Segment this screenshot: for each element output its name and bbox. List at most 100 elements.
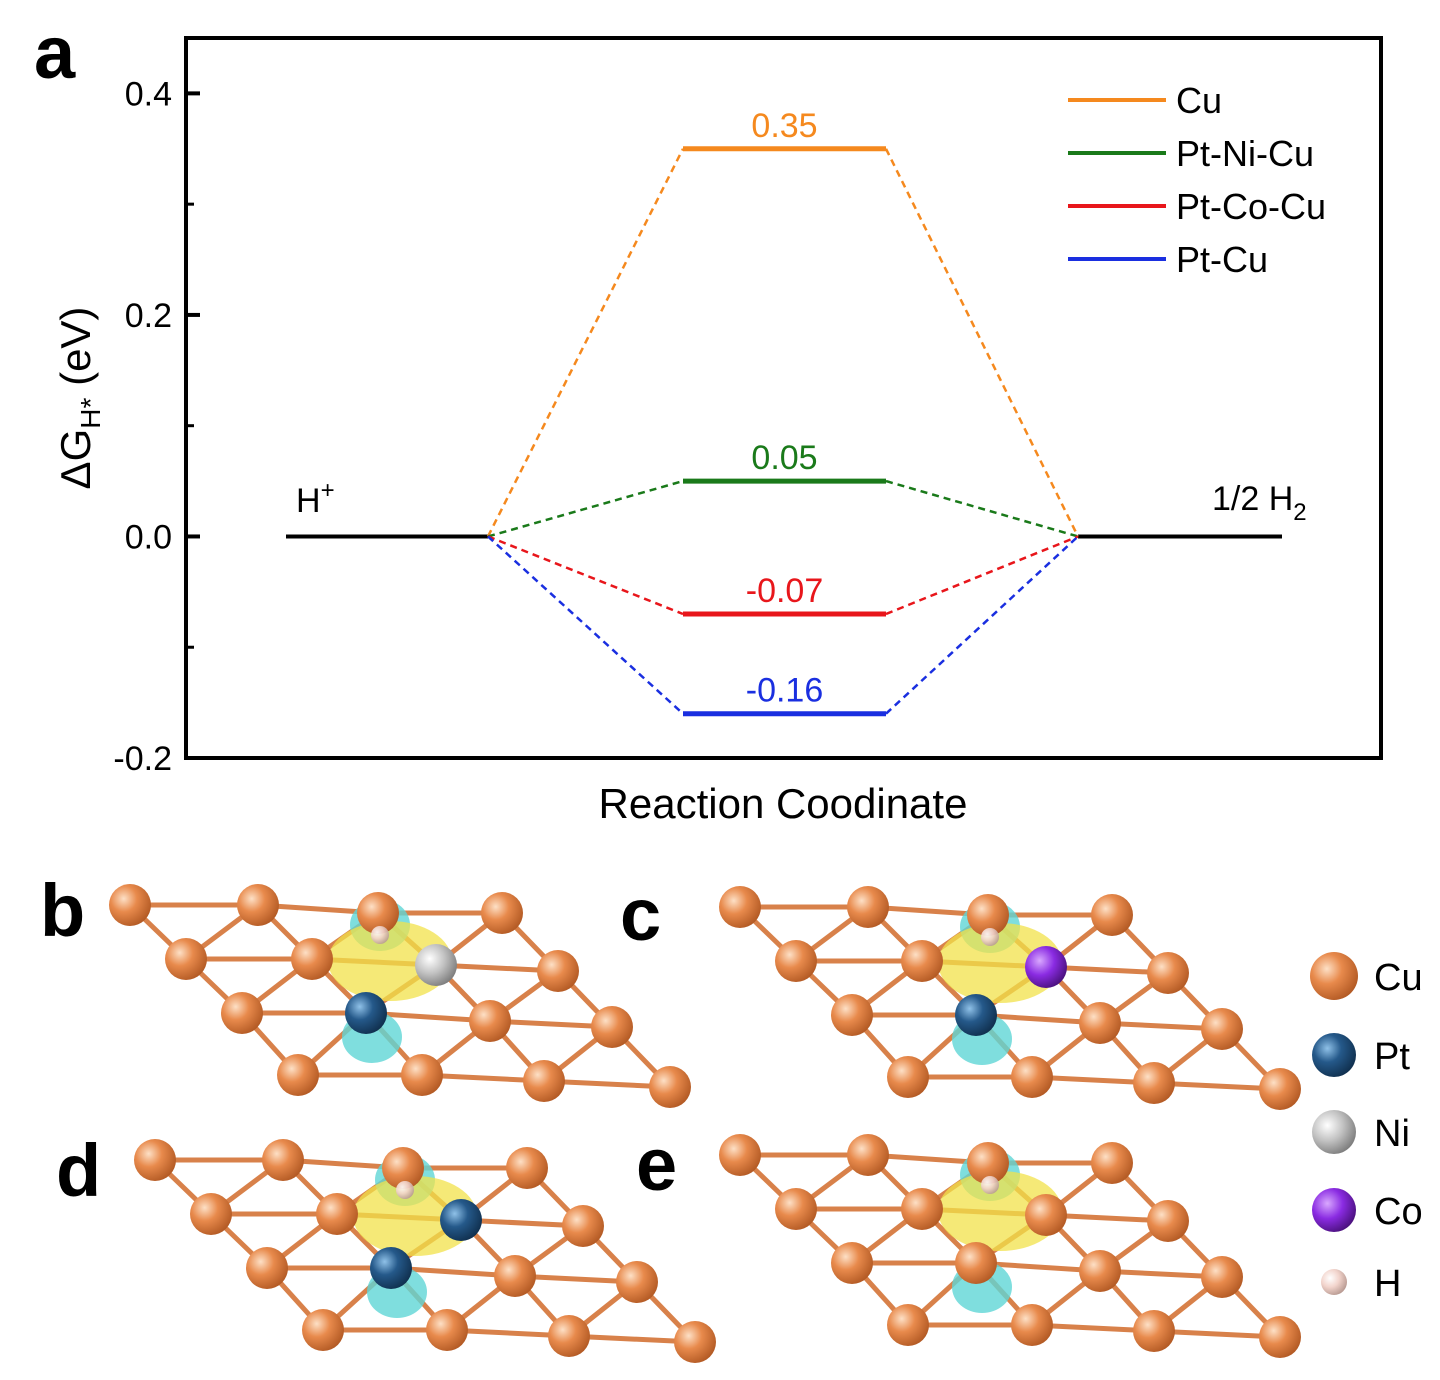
h-atom <box>981 928 999 946</box>
cu-atom <box>523 1060 565 1102</box>
cu-atom <box>955 1242 997 1284</box>
dopant-atom <box>415 944 457 986</box>
dopant-atom <box>345 992 387 1034</box>
atom-legend-label: Cu <box>1374 957 1423 999</box>
cu-atom <box>847 886 889 928</box>
atom-legend-label: Ni <box>1374 1113 1410 1155</box>
dopant-atom <box>1025 946 1067 988</box>
cu-atom <box>901 1188 943 1230</box>
cu-atom <box>221 992 263 1034</box>
cu-atom <box>1011 1304 1053 1346</box>
cu-atom <box>1079 1002 1121 1044</box>
connector-left-pt-cu <box>487 535 684 715</box>
value-label-pt-cu: -0.16 <box>746 672 824 710</box>
y-tick-label: 0.2 <box>125 297 172 335</box>
connector-left-pt-co-cu <box>487 535 684 616</box>
cu-atom <box>1201 1008 1243 1050</box>
cu-atom <box>262 1139 304 1181</box>
cu-atom <box>775 1188 817 1230</box>
cu-atom <box>481 892 523 934</box>
cu-atom <box>134 1139 176 1181</box>
cu-atom <box>775 940 817 982</box>
atom-legend-label: Co <box>1374 1191 1423 1233</box>
value-label-cu: 0.35 <box>751 107 817 145</box>
value-label-pt-co-cu: -0.07 <box>746 572 824 610</box>
cu-atom <box>1133 1062 1175 1104</box>
cu-atom <box>246 1247 288 1289</box>
cu-atom <box>291 938 333 980</box>
atom-legend-pt-sphere <box>1312 1033 1356 1077</box>
cu-atom <box>831 1242 873 1284</box>
charge-cloud-accumulation <box>328 921 452 1001</box>
charge-cloud-accumulation <box>938 1171 1062 1251</box>
cu-atom <box>506 1147 548 1189</box>
cu-atom <box>548 1315 590 1357</box>
dopant-atom <box>440 1199 482 1241</box>
cu-atom <box>277 1054 319 1096</box>
structure-b <box>109 884 691 1108</box>
cu-atom <box>591 1006 633 1048</box>
cu-atom <box>1259 1068 1301 1110</box>
cu-atom <box>719 886 761 928</box>
bond <box>1153 1328 1281 1340</box>
cu-atom <box>316 1193 358 1235</box>
panel-letter-c: c <box>620 873 661 956</box>
cu-atom <box>887 1304 929 1346</box>
cu-atom <box>719 1134 761 1176</box>
value-label-pt-ni-cu: 0.05 <box>751 439 817 477</box>
cu-atom <box>616 1261 658 1303</box>
legend-label: Pt-Co-Cu <box>1176 186 1326 227</box>
dopant-atom <box>370 1247 412 1289</box>
x-axis-title: Reaction Coodinate <box>599 780 968 827</box>
atom-legend-h-sphere <box>1321 1269 1347 1295</box>
cu-atom <box>426 1309 468 1351</box>
cu-atom <box>967 894 1009 936</box>
connector-right-cu <box>884 148 1080 538</box>
y-tick-label: -0.2 <box>113 740 172 778</box>
cu-atom <box>674 1321 716 1363</box>
atom-legend-co-sphere <box>1312 1188 1356 1232</box>
structure-c <box>719 886 1301 1110</box>
panel-letter-a: a <box>34 11 76 94</box>
h-atom <box>371 926 389 944</box>
legend-label: Pt-Cu <box>1176 239 1268 280</box>
stage-label-final: 1/2 H2 <box>1212 480 1307 526</box>
stage-label-initial: H+ <box>296 477 335 520</box>
atom-legend: Cu Pt Ni Co H <box>1310 952 1423 1305</box>
structure-d <box>134 1139 716 1363</box>
panel-letter-b: b <box>40 869 85 952</box>
cu-atom <box>237 884 279 926</box>
cu-atom <box>494 1255 536 1297</box>
connector-right-pt-co-cu <box>885 535 1079 616</box>
legend: Cu Pt-Ni-Cu Pt-Co-Cu Pt-Cu <box>1068 80 1326 280</box>
legend-label: Cu <box>1176 80 1222 121</box>
connector-right-pt-ni-cu <box>885 479 1079 538</box>
cu-atom <box>967 1142 1009 1184</box>
cu-atom <box>1011 1056 1053 1098</box>
cu-atom <box>357 892 399 934</box>
cu-atom <box>1025 1194 1067 1236</box>
cu-atom <box>537 950 579 992</box>
panel-letter-e: e <box>636 1123 677 1206</box>
atom-legend-label: Pt <box>1374 1036 1410 1078</box>
cu-atom <box>1133 1310 1175 1352</box>
bond <box>543 1078 671 1090</box>
y-tick-label: 0.0 <box>125 518 172 556</box>
dopant-atom <box>955 994 997 1036</box>
cu-atom <box>901 940 943 982</box>
h-atom <box>396 1181 414 1199</box>
cu-atom <box>109 884 151 926</box>
charge-cloud-accumulation <box>353 1176 477 1256</box>
cu-atom <box>1259 1316 1301 1358</box>
cu-atom <box>562 1205 604 1247</box>
cu-atom <box>1201 1256 1243 1298</box>
cu-atom <box>1079 1250 1121 1292</box>
atom-legend-ni-sphere <box>1312 1110 1356 1154</box>
cu-atom <box>1147 1200 1189 1242</box>
atom-legend-label: H <box>1374 1263 1401 1305</box>
y-tick-label: 0.4 <box>125 75 172 113</box>
atomic-structures <box>109 884 1301 1363</box>
energy-diagram: -0.2 0.0 0.2 0.4 0.35 0.05 -0.07 -0.16 Cu Pt-Ni… <box>52 36 1383 827</box>
series-lines: 0.35 0.05 -0.07 -0.16 <box>486 107 1080 717</box>
